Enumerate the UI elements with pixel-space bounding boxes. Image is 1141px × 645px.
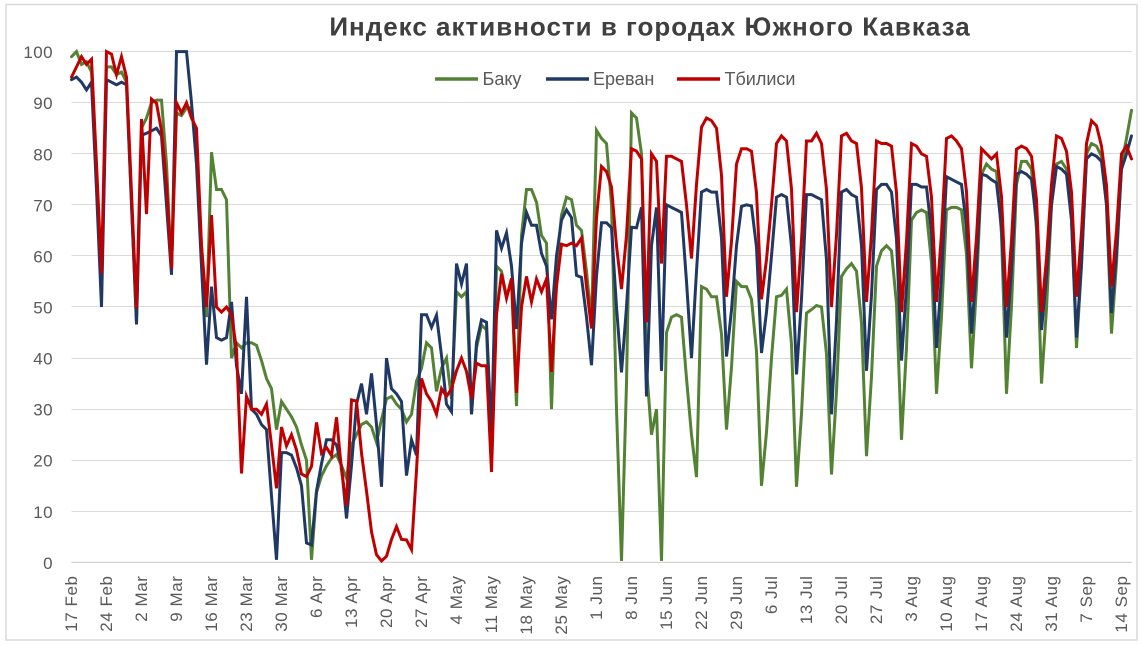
svg-text:60: 60: [33, 247, 53, 266]
svg-text:31 Aug: 31 Aug: [1042, 576, 1061, 632]
svg-text:0: 0: [43, 554, 53, 573]
svg-text:1 Jun: 1 Jun: [587, 576, 606, 620]
svg-text:22 Jun: 22 Jun: [692, 576, 711, 630]
svg-text:Баку: Баку: [483, 69, 522, 89]
svg-text:20 Apr: 20 Apr: [377, 576, 396, 628]
svg-text:10: 10: [33, 503, 53, 522]
svg-text:24 Aug: 24 Aug: [1007, 576, 1026, 632]
svg-text:20 Jul: 20 Jul: [832, 576, 851, 625]
svg-text:50: 50: [33, 299, 53, 318]
svg-text:30 Mar: 30 Mar: [272, 576, 291, 632]
svg-text:2 Mar: 2 Mar: [132, 576, 151, 622]
svg-text:Ереван: Ереван: [593, 69, 654, 89]
svg-text:4 May: 4 May: [447, 576, 466, 625]
svg-text:27 Apr: 27 Apr: [412, 576, 431, 628]
svg-text:90: 90: [33, 94, 53, 113]
svg-text:14 Sep: 14 Sep: [1112, 576, 1131, 633]
svg-text:30: 30: [33, 401, 53, 420]
svg-text:80: 80: [33, 145, 53, 164]
svg-text:100: 100: [23, 43, 53, 62]
svg-text:Тбилиси: Тбилиси: [725, 69, 796, 89]
svg-text:13 Jul: 13 Jul: [797, 576, 816, 625]
svg-text:18 May: 18 May: [517, 576, 536, 635]
svg-text:6 Apr: 6 Apr: [307, 576, 326, 618]
svg-text:7 Sep: 7 Sep: [1077, 576, 1096, 623]
svg-text:20: 20: [33, 452, 53, 471]
svg-text:17 Feb: 17 Feb: [62, 576, 81, 632]
svg-text:29 Jun: 29 Jun: [727, 576, 746, 630]
svg-text:23 Mar: 23 Mar: [237, 576, 256, 632]
svg-text:25 May: 25 May: [552, 576, 571, 635]
svg-text:3 Aug: 3 Aug: [902, 576, 921, 622]
svg-text:15 Jun: 15 Jun: [657, 576, 676, 630]
svg-text:13 Apr: 13 Apr: [342, 576, 361, 628]
svg-text:27 Jul: 27 Jul: [867, 576, 886, 625]
svg-text:17 Aug: 17 Aug: [972, 576, 991, 632]
svg-text:10 Aug: 10 Aug: [937, 576, 956, 632]
svg-text:11 May: 11 May: [482, 576, 501, 634]
svg-text:70: 70: [33, 196, 53, 215]
svg-text:6 Jul: 6 Jul: [762, 576, 781, 615]
svg-text:16 Mar: 16 Mar: [202, 576, 221, 632]
svg-text:9 Mar: 9 Mar: [167, 576, 186, 622]
svg-text:8 Jun: 8 Jun: [622, 576, 641, 620]
svg-text:24 Feb: 24 Feb: [97, 576, 116, 632]
svg-text:40: 40: [33, 350, 53, 369]
svg-text:Индекс активности в городах Юж: Индекс активности в городах Южного Кавка…: [329, 12, 970, 42]
